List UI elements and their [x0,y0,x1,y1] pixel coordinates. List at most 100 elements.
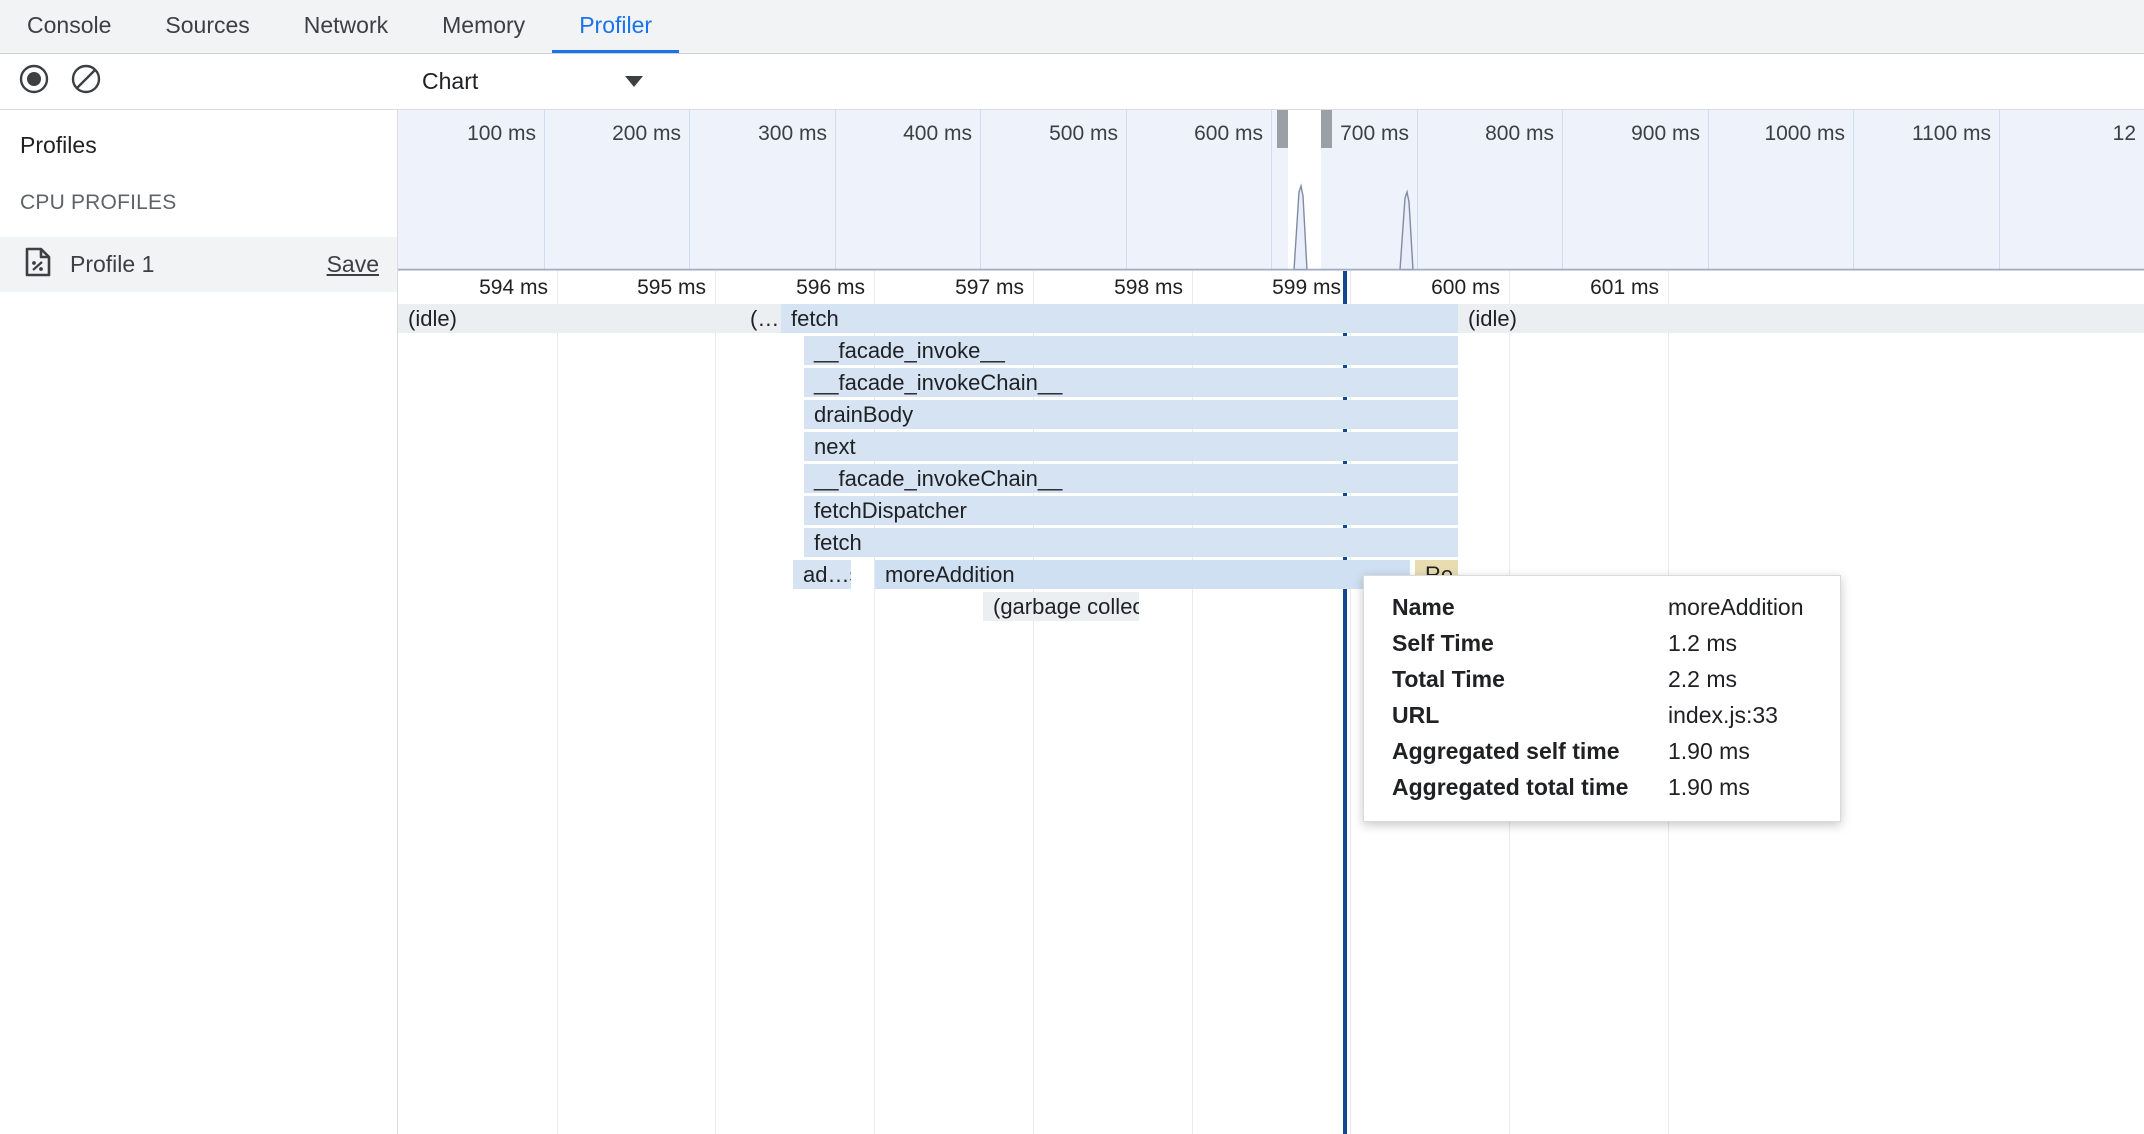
view-mode-select[interactable]: Chart [416,63,651,101]
flame-bar[interactable]: fetchDispatcher [804,496,1458,525]
ruler-tick-label: 600 ms [1431,276,1500,299]
ruler-gridline [557,271,558,304]
flame-gridline [1033,304,1034,1134]
flame-bar[interactable]: __facade_invokeChain__ [804,464,1458,493]
profile-name: Profile 1 [70,251,155,277]
overview-gridline [544,110,545,270]
overview-tick-label: 900 ms [1631,122,1700,145]
overview-left-handle[interactable] [1277,110,1288,148]
flame-bar[interactable]: (idle) [398,304,740,333]
overview-cpu-spikes [398,183,2144,270]
tab-label: Sources [165,11,250,38]
flame-bar[interactable]: ad…s [793,560,851,589]
profile-document-icon [24,247,52,282]
flame-gridline [1350,304,1351,1134]
overview-gridlines: 100 ms 200 ms 300 ms 400 ms 500 ms 600 ms 700 … [398,110,2144,270]
overview-gridline [1562,110,1563,270]
profiler-toolbar [0,54,398,110]
ruler-gridline [1668,271,1669,304]
sidebar-title: Profiles [20,132,97,158]
tooltip-row: Aggregated total time 1.90 ms [1392,774,1814,801]
tab-label: Memory [442,11,526,38]
overview-tick-label: 100 ms [467,122,536,145]
flame-bar[interactable]: (… [740,304,781,333]
tooltip-row: Total Time 2.2 ms [1392,666,1814,693]
overview-tick-label: 600 ms [1194,122,1263,145]
ruler-gridline [1350,271,1351,304]
flame-bar[interactable]: drainBody [804,400,1458,429]
panel-tabbar: Console Sources Network Memory Profiler [0,0,2144,54]
tooltip-row: Self Time 1.2 ms [1392,630,1814,657]
flame-bar[interactable]: __facade_invoke__ [804,336,1458,365]
ruler-tick-label: 597 ms [955,276,1024,299]
overview-timeline[interactable]: 100 ms 200 ms 300 ms 400 ms 500 ms 600 ms 700 … [398,110,2144,271]
detail-time-ruler: 594 ms 595 ms 596 ms 597 ms 598 ms 599 ms 600 … [398,271,2144,305]
overview-gridline [980,110,981,270]
clear-slash-circle-icon [71,64,101,99]
ruler-gridline [1033,271,1034,304]
overview-tick-label: 800 ms [1485,122,1554,145]
tab-sources[interactable]: Sources [138,0,276,53]
tab-label: Console [27,11,112,38]
ruler-tick-label: 598 ms [1114,276,1183,299]
flame-bar[interactable]: (garbage collector) [983,592,1139,621]
overview-tick-label: 1000 ms [1764,122,1845,145]
flame-bar[interactable]: next [804,432,1458,461]
sidebar-section-cpu-profiles: CPU PROFILES [20,191,177,214]
tooltip-key: Name [1392,594,1455,620]
tooltip-key: Self Time [1392,630,1494,656]
record-circle-icon [19,64,49,99]
ruler-gridline [715,271,716,304]
tab-memory[interactable]: Memory [415,0,552,53]
flame-bar[interactable]: __facade_invokeChain__ [804,368,1458,397]
tooltip-value: 2.2 ms [1668,666,1738,692]
tooltip-value: index.js:33 [1668,702,1778,728]
overview-tick-label: 12 [2112,122,2136,145]
flame-gridline [557,304,558,1134]
flame-bar[interactable]: fetch [781,304,1458,333]
overview-right-handle[interactable] [1321,110,1332,148]
flame-chart[interactable]: (idle) (… fetch (idle) __facade_invoke__ __fa… [398,304,2144,1134]
tooltip-value: 1.2 ms [1668,630,1738,656]
tooltip-value: moreAddition [1668,594,1804,620]
overview-tick-label: 200 ms [612,122,681,145]
overview-gridline [1417,110,1418,270]
flame-gridline [874,304,875,1134]
flame-bar[interactable]: (idle) [1458,304,2144,333]
flame-gridline [1192,304,1193,1134]
save-profile-link[interactable]: Save [326,251,379,277]
ruler-tick-label: 594 ms [479,276,548,299]
tab-label: Network [303,11,389,38]
ruler-gridline [1192,271,1193,304]
tooltip-key: Aggregated self time [1392,738,1620,764]
tooltip-value: 1.90 ms [1668,774,1750,800]
overview-gridline [1853,110,1854,270]
ruler-gridline [1509,271,1510,304]
tooltip-row: Name moreAddition [1392,594,1814,621]
tab-console[interactable]: Console [0,0,138,53]
tooltip-key: Total Time [1392,666,1505,692]
time-cursor-ruler [1343,271,1347,304]
tooltip-value: 1.90 ms [1668,738,1750,764]
ruler-tick-label: 595 ms [637,276,706,299]
flame-bar[interactable]: fetch [804,528,1458,557]
overview-gridline [1708,110,1709,270]
record-button[interactable] [12,60,56,104]
view-mode-value: Chart [422,68,479,94]
overview-tick-label: 500 ms [1049,122,1118,145]
flame-gridline [715,304,716,1134]
time-cursor-line [1343,304,1347,1134]
ruler-gridline [874,271,875,304]
frame-details-tooltip: Name moreAddition Self Time 1.2 ms Total Tim… [1363,575,1841,822]
tab-label: Profiler [579,11,653,38]
clear-button[interactable] [64,60,108,104]
overview-tick-label: 300 ms [758,122,827,145]
tab-network[interactable]: Network [277,0,415,53]
flame-bar[interactable]: moreAddition [875,560,1410,589]
sidebar-item-profile-1[interactable]: Profile 1 Save [0,237,397,292]
cpu-spike [1293,183,1308,270]
tab-profiler[interactable]: Profiler [552,0,680,53]
overview-tick-label: 400 ms [903,122,972,145]
tooltip-key: Aggregated total time [1392,774,1629,800]
